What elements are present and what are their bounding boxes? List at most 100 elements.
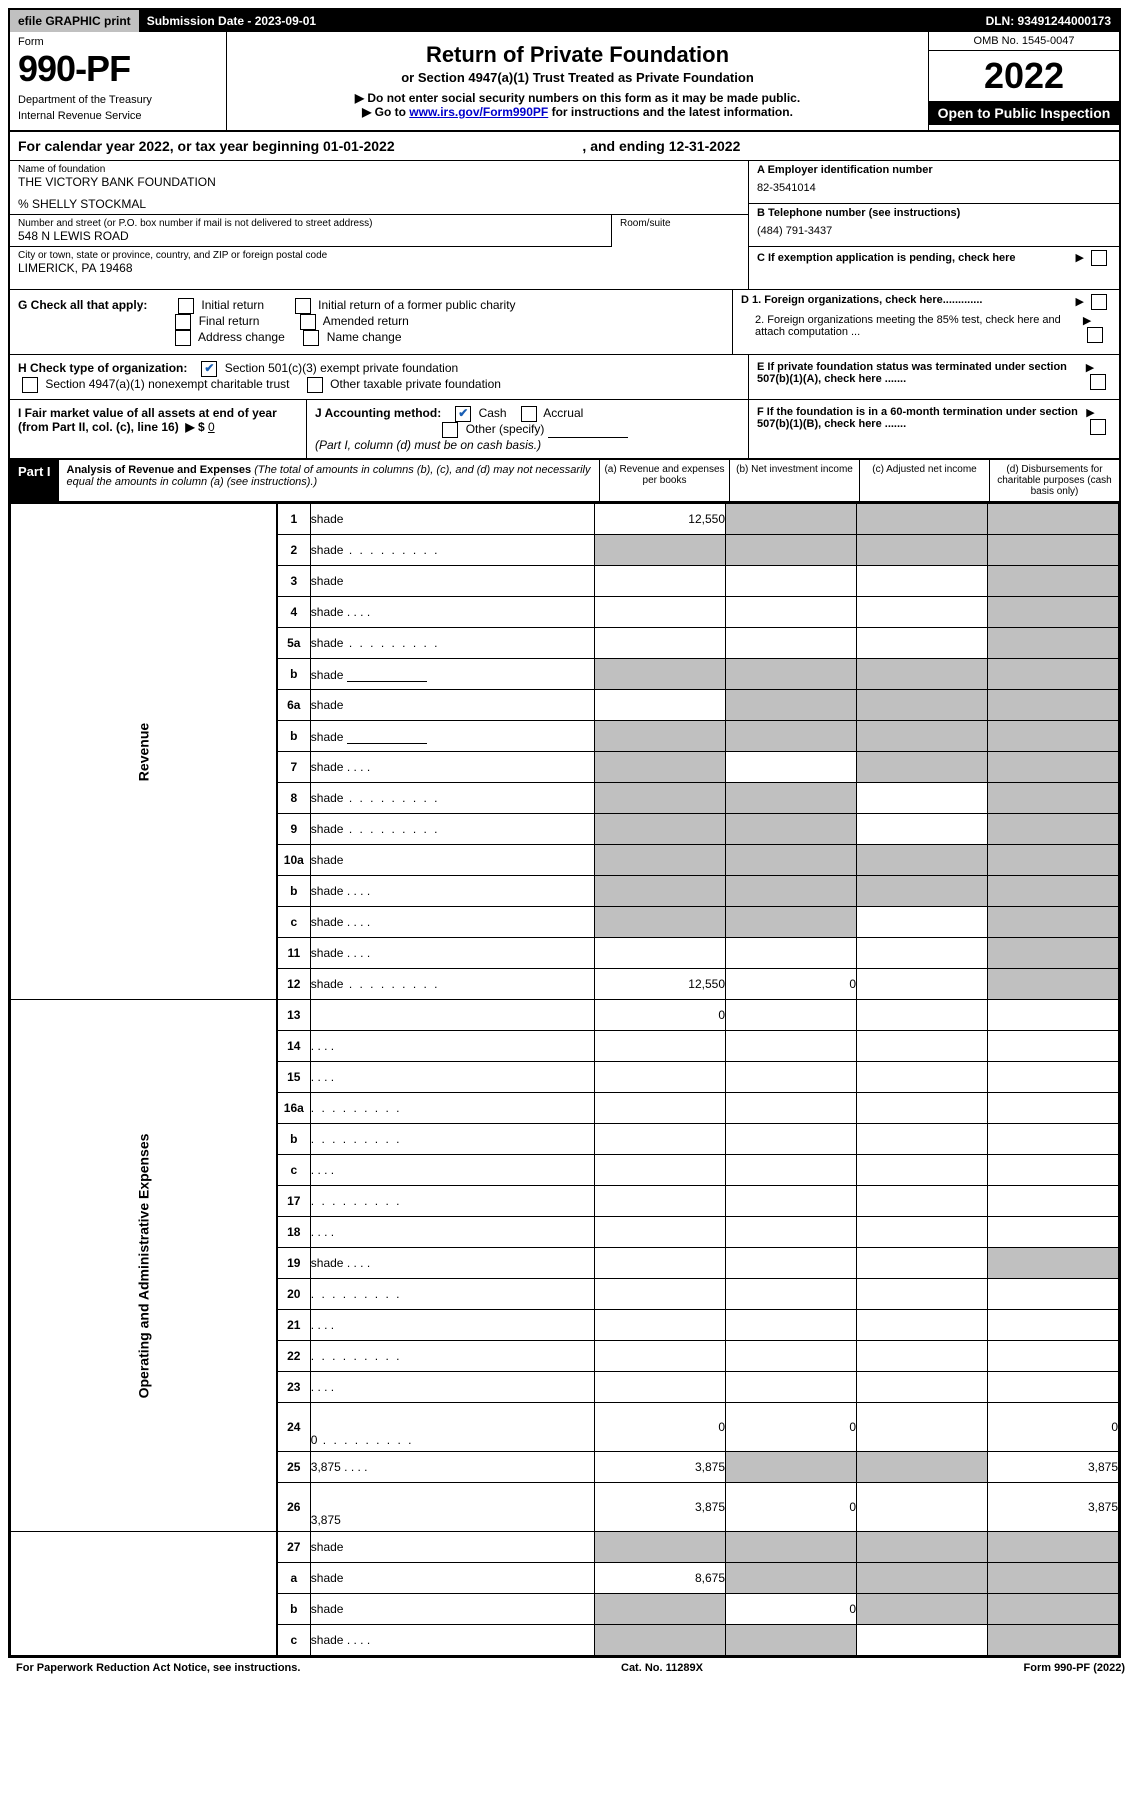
h-4947-checkbox[interactable] [22, 377, 38, 393]
amount-cell [988, 1000, 1119, 1031]
amount-cell [726, 1062, 857, 1093]
cat-no: Cat. No. 11289X [621, 1662, 703, 1674]
line-number: 6a [277, 690, 311, 721]
form-label: Form [18, 36, 218, 48]
note-link: ▶ Go to www.irs.gov/Form990PF for instru… [235, 105, 920, 119]
amount-cell [726, 752, 857, 783]
amount-cell [726, 1093, 857, 1124]
top-bar: efile GRAPHIC print Submission Date - 20… [10, 10, 1119, 32]
line-number: b [277, 1124, 311, 1155]
g-final-checkbox[interactable] [175, 314, 191, 330]
amount-cell: 0 [726, 1594, 857, 1625]
amount-cell [595, 1093, 726, 1124]
line-number: 9 [277, 814, 311, 845]
form990pf-link[interactable]: www.irs.gov/Form990PF [409, 105, 548, 119]
side-label: Operating and Administrative Expenses [11, 1000, 277, 1532]
line-number: 13 [277, 1000, 311, 1031]
amount-cell [857, 628, 988, 659]
amount-cell: 0 [726, 1403, 857, 1452]
form-number: 990-PF [18, 48, 218, 90]
line-description: shade [310, 876, 594, 907]
g-section: G Check all that apply: Initial return I… [10, 290, 733, 354]
j-other-checkbox[interactable] [442, 422, 458, 438]
g-amended-checkbox[interactable] [300, 314, 316, 330]
amount-cell: 3,875 [988, 1452, 1119, 1483]
line-description [310, 1062, 594, 1093]
d1-checkbox[interactable] [1091, 294, 1107, 310]
amount-cell: 0 [988, 1403, 1119, 1452]
line-number: 20 [277, 1279, 311, 1310]
amount-cell [857, 1062, 988, 1093]
amount-cell [857, 1248, 988, 1279]
telephone-cell: B Telephone number (see instructions) (4… [749, 204, 1119, 247]
e-checkbox[interactable] [1090, 374, 1106, 390]
line-description [310, 1341, 594, 1372]
j-section: J Accounting method: ✔ Cash Accrual Othe… [307, 400, 748, 458]
line-description: shade [310, 721, 594, 752]
room-cell: Room/suite [612, 215, 748, 247]
dept-treasury: Department of the Treasury [18, 94, 218, 106]
paperwork-notice: For Paperwork Reduction Act Notice, see … [16, 1662, 300, 1674]
j-accrual-checkbox[interactable] [521, 406, 537, 422]
line-number: b [277, 721, 311, 752]
amount-cell [726, 1248, 857, 1279]
amount-cell: 0 [595, 1403, 726, 1452]
line-number: 8 [277, 783, 311, 814]
line-description: shade [310, 535, 594, 566]
line-description [310, 1093, 594, 1124]
c-checkbox[interactable] [1091, 250, 1107, 266]
amount-cell [988, 1155, 1119, 1186]
amount-cell [988, 1310, 1119, 1341]
line-description: shade [310, 659, 594, 690]
line-number: 17 [277, 1186, 311, 1217]
j-cash-checkbox[interactable]: ✔ [455, 406, 471, 422]
line-number: 25 [277, 1452, 311, 1483]
amount-cell: 12,550 [595, 504, 726, 535]
part1-label: Part I [10, 460, 59, 501]
d2-checkbox[interactable] [1087, 327, 1103, 343]
h-other-taxable-checkbox[interactable] [307, 377, 323, 393]
line-description: shade [310, 907, 594, 938]
e-section: E If private foundation status was termi… [749, 355, 1119, 399]
g-name-checkbox[interactable] [303, 330, 319, 346]
table-row: Revenue1shade12,550 [11, 504, 1119, 535]
c-exemption-cell: C If exemption application is pending, c… [749, 247, 1119, 269]
ij-row: I Fair market value of all assets at end… [10, 400, 1119, 458]
amount-cell [726, 1000, 857, 1031]
form-ref: Form 990-PF (2022) [1024, 1662, 1126, 1674]
amount-cell [857, 1483, 988, 1532]
amount-cell [988, 1372, 1119, 1403]
line-number: 5a [277, 628, 311, 659]
amount-cell [857, 1341, 988, 1372]
g-initial-former-checkbox[interactable] [295, 298, 311, 314]
line-description [310, 1124, 594, 1155]
amount-cell [726, 566, 857, 597]
i-value: 0 [208, 420, 215, 434]
g-initial-checkbox[interactable] [178, 298, 194, 314]
line-description: shade [310, 566, 594, 597]
line-number: 24 [277, 1403, 311, 1452]
line-description [310, 1279, 594, 1310]
h-501c3-checkbox[interactable]: ✔ [201, 361, 217, 377]
line-description: shade [310, 628, 594, 659]
g-address-checkbox[interactable] [175, 330, 191, 346]
h-row: H Check type of organization: ✔ Section … [10, 355, 1119, 400]
f-checkbox[interactable] [1090, 419, 1106, 435]
line-description [310, 1031, 594, 1062]
line-number: c [277, 1625, 311, 1656]
amount-cell [726, 1341, 857, 1372]
amount-cell: 3,875 [988, 1483, 1119, 1532]
line-description: 3,875 [310, 1452, 594, 1483]
line-description: shade [310, 814, 594, 845]
line-number: 22 [277, 1341, 311, 1372]
line-number: 18 [277, 1217, 311, 1248]
line-description [310, 1000, 594, 1031]
line-description: shade [310, 597, 594, 628]
amount-cell [726, 628, 857, 659]
amount-cell [857, 1372, 988, 1403]
amount-cell [857, 938, 988, 969]
line-description: shade [310, 1563, 594, 1594]
line-number: 2 [277, 535, 311, 566]
calendar-year-row: For calendar year 2022, or tax year begi… [10, 132, 1119, 161]
line-number: 4 [277, 597, 311, 628]
